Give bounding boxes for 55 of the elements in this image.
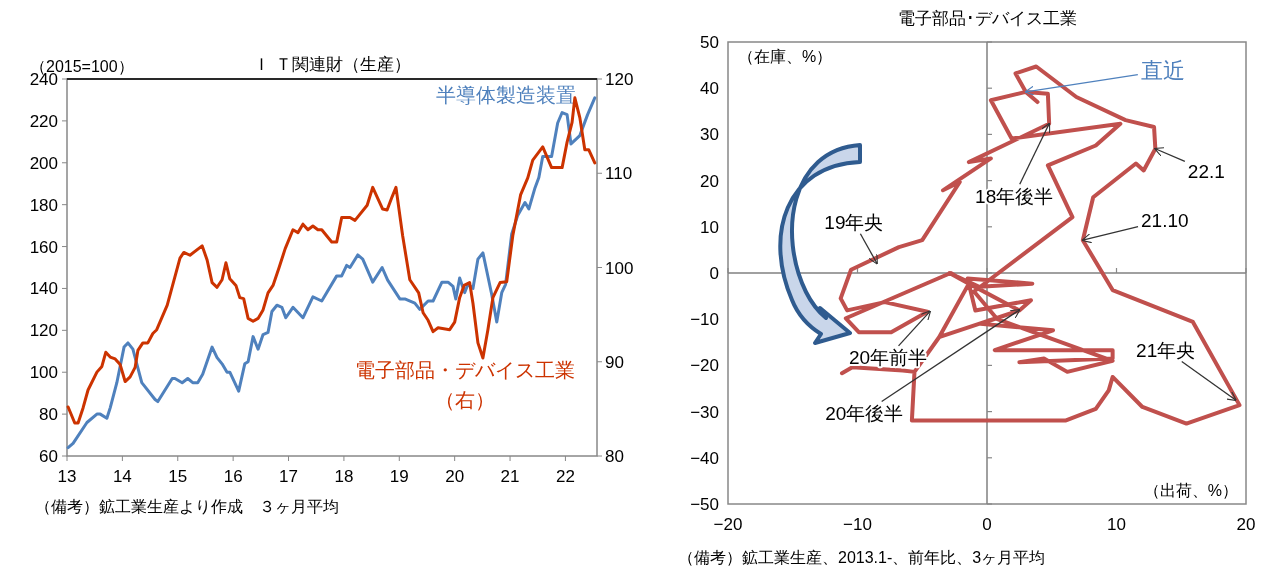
- y-tick-label: 100: [29, 363, 58, 383]
- y2-tick-label: 100: [605, 258, 634, 278]
- y-tick-label: −50: [690, 495, 719, 514]
- x-tick-label: 22: [555, 467, 575, 486]
- x-tick-label: 21: [500, 467, 520, 486]
- x-tick-label: 10: [1107, 515, 1126, 534]
- x-tick-label: 16: [223, 467, 243, 486]
- chart-title: 電子部品･デバイス工業: [897, 9, 1077, 28]
- x-tick-label: 17: [279, 467, 298, 486]
- annotation: 22.1: [1187, 160, 1225, 182]
- y2-tick-label: 120: [605, 70, 634, 89]
- x-axis-title: （出荷、%）: [1143, 482, 1238, 499]
- x-tick-label: 13: [57, 467, 77, 486]
- annotation: 21.10: [1141, 210, 1189, 232]
- y-tick-label: 80: [39, 405, 58, 425]
- y-tick-label: 220: [29, 111, 58, 131]
- y-tick-label: −40: [690, 448, 719, 468]
- y-tick-label: 30: [700, 125, 719, 145]
- annotation: 19年央: [824, 212, 884, 234]
- x-tick-label: −10: [843, 515, 872, 534]
- y-tick-label: 20: [700, 171, 719, 191]
- y2-tick-label: 110: [605, 164, 633, 184]
- x-tick-label: 19: [389, 467, 409, 486]
- y2-tick-label: 80: [605, 447, 624, 466]
- y-tick-label: −20: [690, 356, 719, 376]
- y-tick-label: 0: [709, 264, 719, 283]
- series-name: 電子部品・デバイス工業（右）: [354, 358, 575, 411]
- y-tick-label: 160: [29, 237, 58, 257]
- y-tick-label: −10: [690, 310, 719, 330]
- x-tick-label: 20: [445, 467, 465, 486]
- x-tick-label: 20: [1236, 515, 1256, 534]
- y-tick-label: 120: [29, 321, 58, 341]
- annotation: 18年後半: [975, 185, 1054, 207]
- x-tick-label: −20: [713, 515, 743, 534]
- x-tick-label: 15: [168, 467, 188, 486]
- annotation: 直近: [1140, 57, 1185, 83]
- x-tick-label: 0: [982, 515, 992, 534]
- y-tick-label: 200: [29, 153, 58, 173]
- x-tick-label: 18: [334, 467, 354, 486]
- y-axis-title: （在庫、%）: [738, 48, 833, 65]
- y-tick-label: 180: [29, 195, 58, 215]
- y-tick-label: 40: [700, 79, 719, 99]
- annotation: 20年後半: [825, 402, 904, 424]
- chart-title: Ｉ Ｔ関連財（生産）: [253, 55, 411, 74]
- x-tick-label: 14: [112, 467, 132, 486]
- y-tick-label: 60: [39, 447, 58, 466]
- annotation: 21年央: [1136, 340, 1196, 362]
- y-tick-label: 10: [700, 217, 719, 237]
- y2-tick-label: 90: [605, 352, 624, 372]
- text: （備考）鉱工業生産、2013.1-、前年比、3ヶ月平均: [678, 549, 1046, 566]
- y-tick-label: 140: [29, 279, 58, 299]
- y-tick-label: 50: [700, 33, 719, 52]
- series-name: 半導体製造装置: [435, 83, 576, 106]
- y-tick-label: −30: [690, 402, 719, 422]
- text: （備考）鉱工業生産より作成 ３ヶ月平均: [35, 498, 339, 515]
